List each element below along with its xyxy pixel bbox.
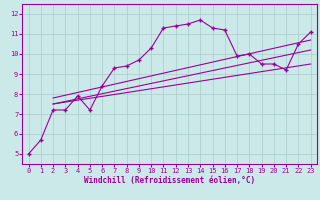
- X-axis label: Windchill (Refroidissement éolien,°C): Windchill (Refroidissement éolien,°C): [84, 176, 255, 185]
